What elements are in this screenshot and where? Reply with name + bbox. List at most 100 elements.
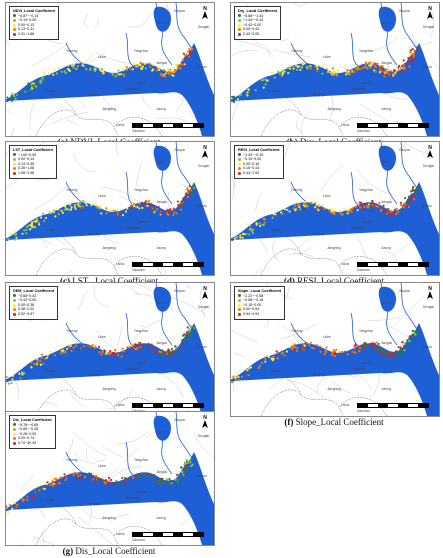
coefficient-point [324, 208, 326, 210]
coefficient-point [318, 205, 320, 207]
road-line [387, 251, 397, 261]
coefficient-point [162, 480, 164, 482]
coefficient-point [30, 366, 32, 368]
coefficient-point [274, 77, 276, 79]
scale-bar [357, 262, 429, 267]
coefficient-point [57, 67, 59, 69]
coefficient-point [294, 209, 296, 211]
coefficient-point [334, 350, 336, 352]
place-label: Dantu [138, 81, 147, 85]
coefficient-point [172, 67, 174, 69]
coefficient-point [273, 213, 275, 215]
coefficient-point [35, 84, 37, 86]
coefficient-point [391, 210, 393, 212]
coefficient-point [407, 198, 409, 200]
coefficient-point [130, 206, 132, 208]
coefficient-point [107, 482, 109, 484]
coefficient-point [174, 69, 176, 71]
coefficient-point [310, 202, 312, 204]
coefficient-point [319, 345, 321, 347]
coefficient-point [263, 224, 265, 226]
coefficient-point [289, 346, 291, 348]
road-line [299, 3, 334, 7]
road-line [76, 453, 95, 463]
coefficient-point [321, 204, 323, 206]
coefficient-point [385, 352, 387, 354]
road-line [237, 41, 274, 57]
coefficient-point [42, 363, 44, 365]
road-line [231, 321, 258, 342]
coefficient-point [15, 98, 17, 100]
coefficient-point [177, 200, 179, 202]
coefficient-point [262, 218, 264, 220]
coefficient-point [410, 59, 412, 61]
coefficient-point [63, 473, 65, 475]
road-line [79, 101, 87, 108]
coefficient-point [279, 70, 281, 72]
legend-row: 0.43~1.92 [238, 171, 280, 176]
legend-row: 0.94~4.94 [238, 312, 281, 317]
place-label: Gaoyou [174, 289, 185, 293]
coefficient-point [366, 67, 368, 69]
coefficient-point [61, 71, 63, 73]
coefficient-point [317, 209, 319, 211]
place-label: Gaochun [132, 268, 145, 272]
coefficient-point [387, 355, 389, 357]
coefficient-point [95, 476, 97, 478]
lake [379, 287, 396, 312]
coefficient-point [10, 382, 12, 384]
coefficient-point [121, 355, 123, 357]
road-line [285, 142, 301, 159]
place-label: Zhenjiang [351, 87, 365, 91]
coefficient-point [98, 346, 100, 348]
coefficient-point [120, 212, 122, 214]
place-label: Zhenjiang [351, 226, 365, 230]
coefficient-point [108, 210, 110, 212]
coefficient-point [156, 208, 158, 210]
coefficient-point [332, 67, 334, 69]
place-label: Yizheng [66, 458, 77, 462]
place-label: Jinhu [156, 430, 164, 434]
coefficient-point [150, 349, 152, 351]
coefficient-point [187, 333, 189, 335]
coefficient-point [122, 214, 124, 216]
coefficient-point [245, 233, 247, 235]
coefficient-point [97, 478, 99, 480]
coefficient-point [334, 74, 336, 76]
coefficient-point [141, 67, 143, 69]
coefficient-point [168, 71, 170, 73]
map-legend: Dry_Local Coefficient−5.88~−1.44−1.44~−0… [234, 6, 281, 40]
coefficient-point [64, 351, 66, 353]
coefficient-point [412, 330, 414, 332]
coefficient-point [363, 345, 365, 347]
coefficient-point [344, 209, 346, 211]
place-label: Liuhe [323, 194, 331, 198]
coefficient-point [400, 204, 402, 206]
coefficient-point [15, 506, 17, 508]
road-line [7, 128, 15, 136]
coefficient-point [411, 201, 413, 203]
coefficient-point [67, 64, 69, 66]
coefficient-point [165, 72, 167, 74]
coefficient-point [339, 353, 341, 355]
caption-letter: (f) [284, 417, 293, 427]
coefficient-point [136, 474, 138, 476]
coefficient-point [25, 91, 27, 93]
coefficient-point [233, 101, 235, 103]
coefficient-point [154, 348, 156, 350]
coefficient-point [11, 508, 13, 510]
coefficient-point [40, 216, 42, 218]
coefficient-point [26, 226, 28, 228]
coefficient-point [392, 353, 394, 355]
coefficient-point [156, 350, 158, 352]
coefficient-point [140, 62, 142, 64]
coefficient-point [12, 375, 14, 377]
coefficient-point [175, 352, 177, 354]
coefficient-point [90, 204, 92, 206]
legend-label: 1.08~3.46 [18, 171, 34, 176]
coefficient-point [126, 207, 128, 209]
place-label: Nanjing [88, 373, 99, 377]
coefficient-point [412, 333, 414, 335]
panel-caption: (f) Slope_Local Coefficient [230, 417, 438, 427]
